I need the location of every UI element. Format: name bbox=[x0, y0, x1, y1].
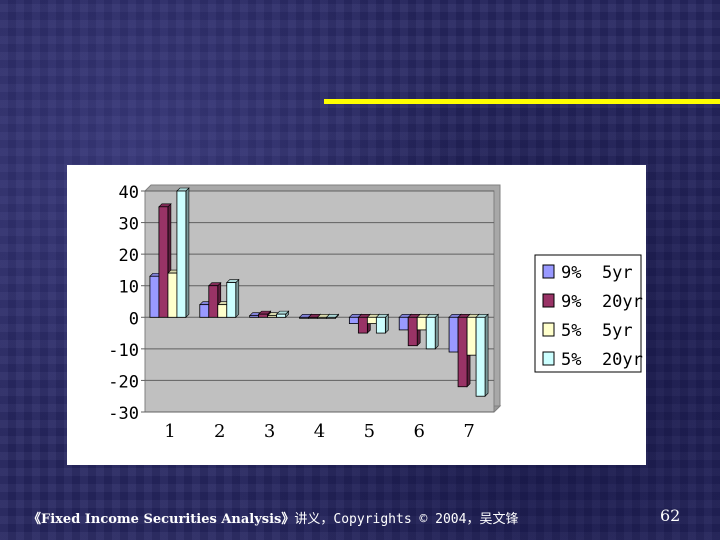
bar-side bbox=[434, 313, 439, 350]
footer-book-title: 《Fixed Income Securities Analysis》 bbox=[28, 512, 295, 527]
bar-5-20yr-cat-3 bbox=[276, 313, 287, 318]
x-tick-label: 3 bbox=[264, 421, 275, 442]
bar-5-5yr-cat-2 bbox=[217, 304, 228, 318]
chart-panel: 40 30 20 10 0 -10 -20 -30 1 2 3 4 5 6 7 9% 5yr 9% 20yr 5%… bbox=[67, 165, 646, 465]
legend-swatch bbox=[542, 351, 555, 366]
bar-5-5yr-cat-1 bbox=[167, 272, 178, 318]
y-tick-label: 20 bbox=[119, 246, 139, 266]
plot-area bbox=[144, 190, 495, 413]
bar-5-20yr-cat-2 bbox=[226, 282, 237, 318]
y-tick-label: 30 bbox=[119, 215, 139, 235]
accent-line bbox=[324, 99, 720, 104]
legend-swatch bbox=[542, 264, 555, 279]
legend-label: 5% 20yr bbox=[561, 350, 643, 370]
bar-9-5yr-cat-7 bbox=[448, 316, 459, 353]
bar-9-20yr-cat-3 bbox=[258, 313, 269, 318]
bar-5-5yr-cat-5 bbox=[366, 316, 377, 325]
y-tick-label: 40 bbox=[119, 183, 139, 203]
page-number: 62 bbox=[660, 506, 681, 525]
bar-9-5yr-cat-5 bbox=[348, 316, 359, 325]
bar-5-20yr-cat-5 bbox=[375, 316, 386, 334]
bar-9-20yr-cat-2 bbox=[208, 285, 219, 318]
bar-9-20yr-cat-6 bbox=[407, 316, 418, 347]
bar-chart: 40 30 20 10 0 -10 -20 -30 1 2 3 4 5 6 7 9% 5yr 9% 20yr 5%… bbox=[108, 183, 643, 442]
bar-9-5yr-cat-3 bbox=[249, 315, 260, 318]
bar-side bbox=[235, 278, 240, 319]
x-tick-label: 1 bbox=[164, 421, 175, 442]
bar-9-5yr-cat-2 bbox=[199, 304, 210, 318]
bar-9-5yr-cat-4 bbox=[299, 316, 309, 319]
x-tick-label: 5 bbox=[364, 421, 375, 442]
bar-9-20yr-cat-5 bbox=[357, 316, 368, 334]
bar-9-20yr-cat-4 bbox=[308, 316, 318, 319]
bar-5-5yr-cat-6 bbox=[416, 316, 427, 331]
x-tick-label: 6 bbox=[413, 421, 424, 442]
legend-label: 5% 5yr bbox=[561, 321, 633, 341]
legend-label: 9% 20yr bbox=[561, 292, 643, 312]
y-tick-label: 0 bbox=[129, 309, 139, 329]
legend-swatch bbox=[542, 322, 555, 337]
x-tick-label: 7 bbox=[463, 421, 474, 442]
footer-copyright: 讲义，Copyrights © 2004，吴文锋 bbox=[294, 512, 519, 527]
legend-swatch bbox=[542, 293, 555, 308]
bar-9-20yr-cat-1 bbox=[158, 206, 169, 318]
bar-5-20yr-cat-1 bbox=[176, 190, 187, 318]
bar-9-20yr-cat-7 bbox=[457, 316, 468, 388]
bar-side bbox=[185, 187, 190, 319]
x-tick-label: 2 bbox=[214, 421, 225, 442]
y-tick-label: 10 bbox=[119, 278, 139, 298]
bar-side bbox=[484, 313, 489, 397]
footer-credit: 《Fixed Income Securities Analysis》讲义，Cop… bbox=[28, 508, 518, 527]
y-tick-label: -30 bbox=[108, 404, 139, 424]
bar-9-5yr-cat-1 bbox=[149, 275, 160, 318]
bar-5-20yr-cat-6 bbox=[425, 316, 436, 350]
y-tick-label: -20 bbox=[108, 372, 139, 392]
bar-5-20yr-cat-4 bbox=[326, 316, 336, 319]
bar-5-5yr-cat-3 bbox=[267, 315, 278, 318]
y-tick-label: -10 bbox=[108, 341, 139, 361]
x-tick-label: 4 bbox=[314, 421, 325, 442]
bar-5-20yr-cat-7 bbox=[475, 316, 486, 397]
bar-5-5yr-cat-4 bbox=[317, 316, 327, 319]
legend-label: 9% 5yr bbox=[561, 263, 633, 283]
bar-5-5yr-cat-7 bbox=[466, 316, 477, 356]
bar-9-5yr-cat-6 bbox=[398, 316, 409, 331]
